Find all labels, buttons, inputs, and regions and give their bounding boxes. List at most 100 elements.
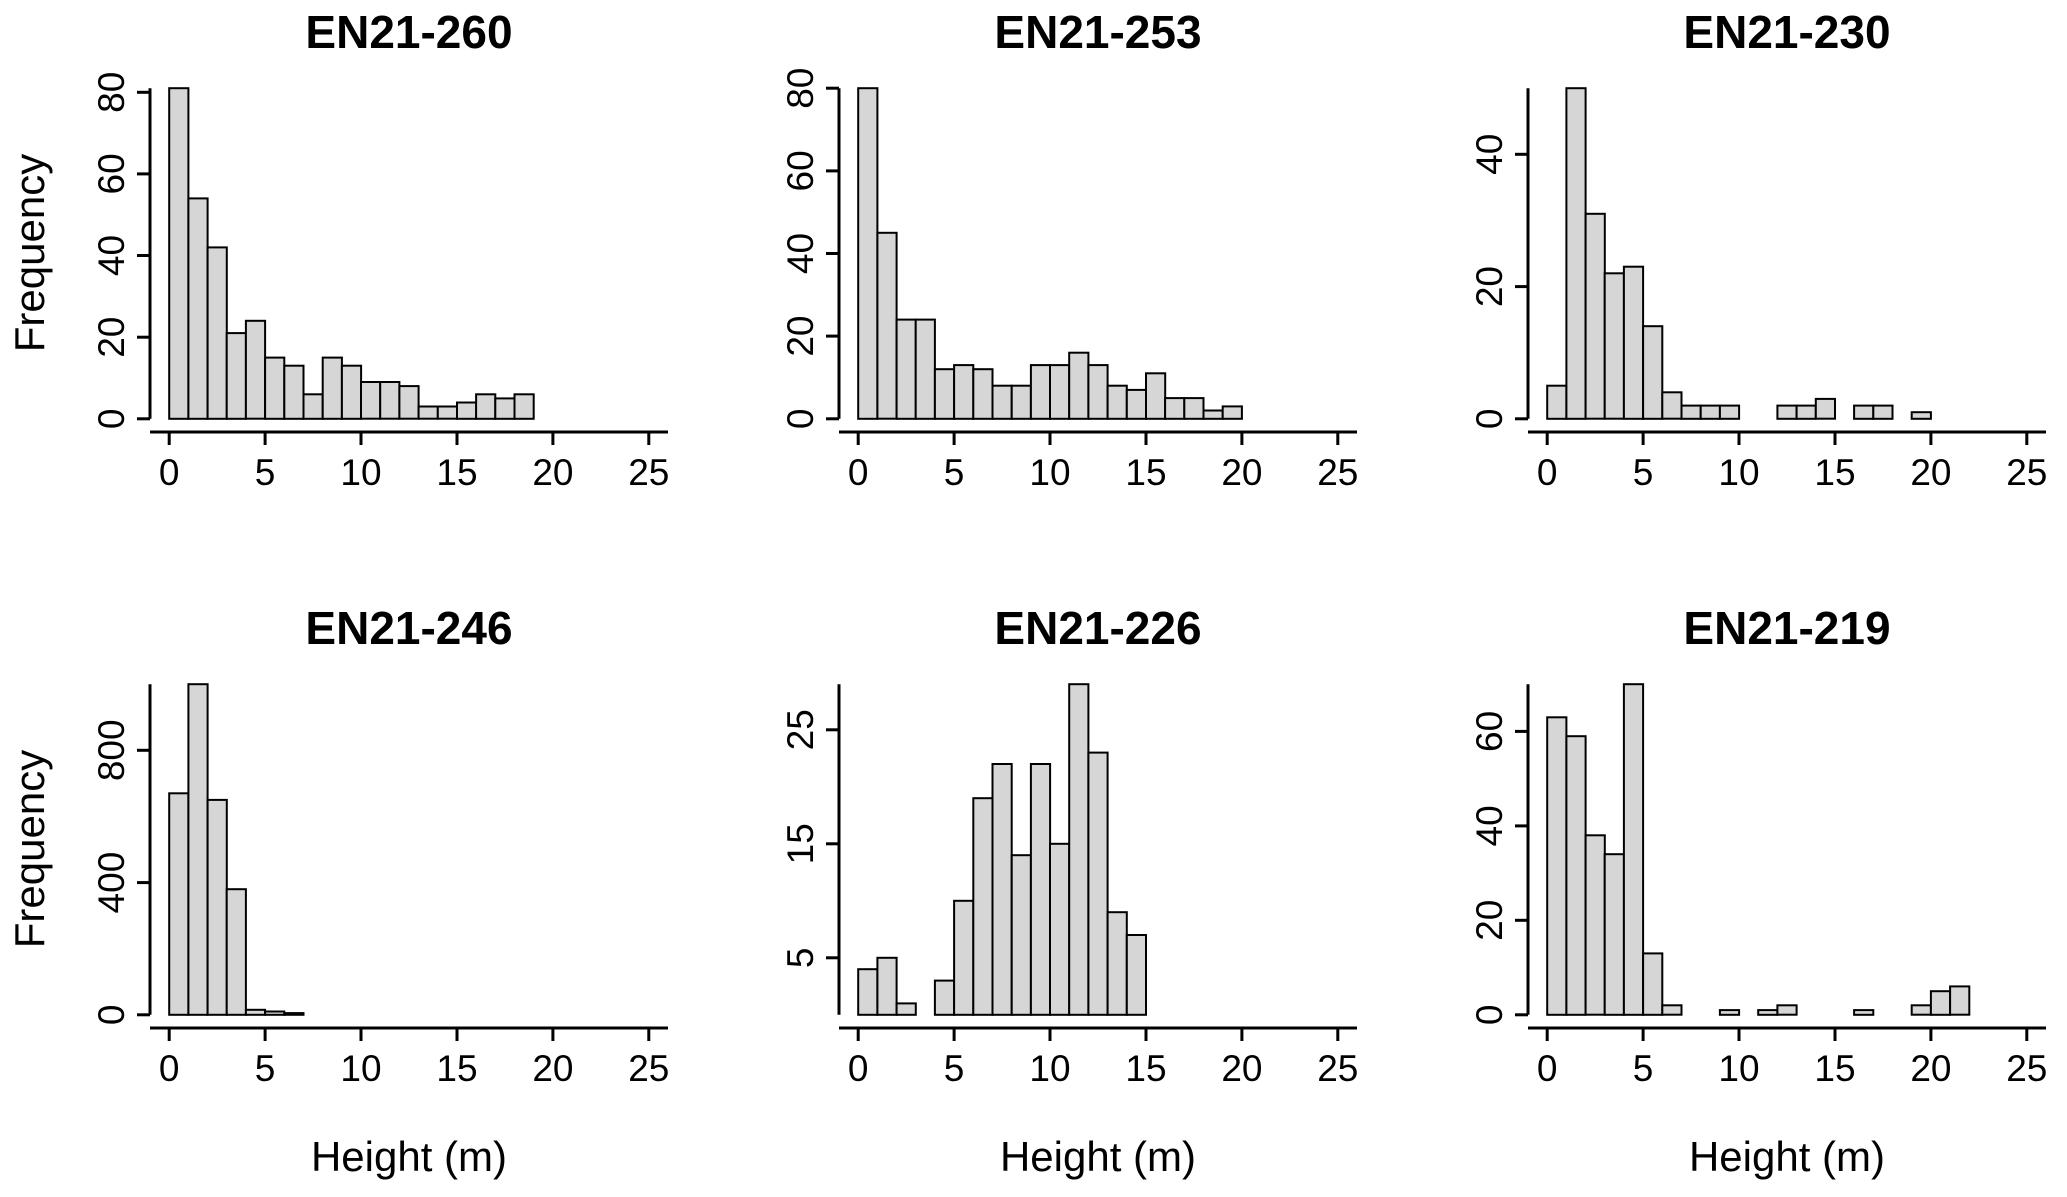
- y-tick-label: 60: [91, 153, 132, 194]
- y-tick-label: 0: [1469, 409, 1510, 430]
- histogram-bar: [857, 968, 879, 1016]
- histogram-bar: [1680, 404, 1702, 420]
- histogram-bar: [1546, 384, 1568, 420]
- histogram-bar: [244, 1008, 267, 1016]
- histogram-bar: [1853, 404, 1875, 420]
- histogram-bar: [1183, 397, 1205, 420]
- histogram-bar: [1776, 404, 1798, 420]
- histogram-bar: [1603, 272, 1625, 420]
- x-tick-label: 5: [1633, 1048, 1654, 1089]
- x-tick-label: 25: [1317, 1048, 1358, 1089]
- x-tick-label: 15: [1814, 452, 1855, 493]
- x-tick-label: 5: [255, 452, 276, 493]
- histogram-bar: [168, 87, 190, 420]
- histogram-panel-en21-260: EN21-260 Frequency 0 5 10 15 20 25 0 20 40 60 80: [0, 0, 689, 596]
- histogram-bar: [1699, 404, 1721, 420]
- histogram-en21-230: EN21-230 0 5 10 15 20 25 0 20 40: [1469, 6, 2047, 493]
- histogram-bar: [475, 393, 497, 420]
- y-axis-title: Frequency: [6, 154, 53, 352]
- histogram-bar: [1853, 1009, 1875, 1016]
- histogram-bar: [895, 318, 917, 420]
- chart-title: EN21-260: [305, 6, 512, 58]
- histogram-bar: [1049, 364, 1071, 420]
- y-tick-label: 20: [91, 317, 132, 358]
- histogram-bar: [991, 763, 1013, 1016]
- x-tick-label: 10: [340, 452, 381, 493]
- histogram-bar: [264, 356, 286, 420]
- histogram-en21-226: EN21-226 Height (m) 0 5 10 15 20 25 5 15 25: [780, 602, 1358, 1180]
- chart-title: EN21-226: [994, 602, 1201, 654]
- histogram-bar: [1010, 384, 1032, 420]
- x-tick-label: 0: [159, 452, 180, 493]
- y-tick-label: 20: [1469, 266, 1510, 307]
- y-tick-label: 5: [780, 948, 821, 969]
- y-tick-label: 15: [780, 823, 821, 864]
- histogram-bar: [953, 364, 975, 420]
- y-tick-label: 60: [1469, 711, 1510, 752]
- histogram-bar: [1584, 212, 1606, 420]
- histogram-bar: [1068, 351, 1090, 420]
- plot-area: 0 5 10 15 20 25 0 400 800: [91, 683, 669, 1089]
- histogram-bar: [1125, 934, 1147, 1016]
- plot-area: 0 5 10 15 20 25 0 20 40 60 80: [91, 72, 669, 493]
- histogram-bar: [972, 368, 994, 420]
- x-tick-label: 5: [944, 1048, 965, 1089]
- histogram-bar: [857, 87, 879, 420]
- y-tick-label: 40: [780, 233, 821, 274]
- x-tick-label: 15: [1125, 452, 1166, 493]
- x-tick-label: 20: [532, 1048, 573, 1089]
- x-tick-label: 10: [1029, 452, 1070, 493]
- histogram-bar: [933, 368, 956, 420]
- x-tick-label: 15: [1814, 1048, 1855, 1089]
- x-tick-label: 5: [255, 1048, 276, 1089]
- histogram-bar: [1603, 853, 1625, 1016]
- histogram-bar: [1661, 391, 1683, 420]
- histogram-bar: [168, 792, 190, 1016]
- plot-area: 0 5 10 15 20 25 5 15 25: [780, 683, 1358, 1089]
- histogram-bar: [1814, 397, 1836, 420]
- y-tick-label: 40: [91, 235, 132, 276]
- histogram-panel-en21-246: EN21-246 Frequency Height (m) 0 5 10 15 20 25…: [0, 596, 689, 1192]
- x-tick-label: 20: [532, 452, 573, 493]
- y-tick-label: 20: [780, 316, 821, 357]
- histogram-bar: [972, 797, 994, 1016]
- histogram-bar: [283, 1012, 305, 1016]
- y-tick-label: 20: [1469, 900, 1510, 941]
- x-tick-label: 10: [1718, 452, 1759, 493]
- histogram-bar: [206, 798, 228, 1016]
- histogram-bar: [1718, 1009, 1741, 1016]
- histogram-bar: [1776, 1004, 1798, 1016]
- x-tick-label: 5: [1633, 452, 1654, 493]
- x-tick-label: 20: [1910, 1048, 1951, 1089]
- histogram-bar: [206, 246, 228, 420]
- x-tick-label: 20: [1221, 452, 1262, 493]
- y-tick-label: 40: [1469, 134, 1510, 175]
- x-tick-label: 20: [1221, 1048, 1262, 1089]
- histogram-en21-246: EN21-246 Frequency Height (m) 0 5 10 15 20 25…: [6, 602, 669, 1180]
- histogram-bar: [1795, 404, 1817, 420]
- x-tick-label: 0: [159, 1048, 180, 1089]
- plot-area: 0 5 10 15 20 25 0 20 40 60 80: [780, 68, 1358, 493]
- histogram-bar: [1546, 716, 1568, 1016]
- histogram-bar: [1661, 1004, 1683, 1016]
- histogram-bar: [1642, 952, 1664, 1016]
- y-tick-label: 0: [1469, 1005, 1510, 1026]
- histogram-bar: [283, 364, 305, 420]
- histogram-bar: [1010, 854, 1032, 1016]
- histogram-bar: [876, 231, 898, 420]
- chart-title: EN21-246: [305, 602, 512, 654]
- y-tick-label: 80: [91, 72, 132, 113]
- x-tick-label: 0: [848, 452, 869, 493]
- histogram-bar: [321, 356, 343, 420]
- histogram-bar: [1087, 364, 1109, 420]
- histogram-bar: [244, 319, 267, 420]
- histogram-bar: [417, 405, 439, 420]
- histogram-bar: [1106, 911, 1128, 1016]
- histogram-bar: [398, 385, 420, 420]
- y-tick-label: 60: [780, 150, 821, 191]
- histogram-bar: [513, 393, 535, 420]
- histogram-bar: [1910, 1004, 1932, 1016]
- histogram-en21-260: EN21-260 Frequency 0 5 10 15 20 25 0 20 40 60 80: [6, 6, 669, 493]
- histogram-bar: [1622, 683, 1645, 1016]
